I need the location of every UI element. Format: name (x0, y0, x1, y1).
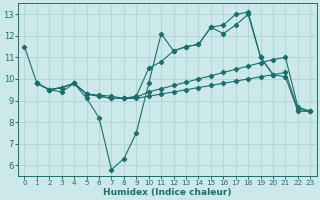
X-axis label: Humidex (Indice chaleur): Humidex (Indice chaleur) (103, 188, 232, 197)
